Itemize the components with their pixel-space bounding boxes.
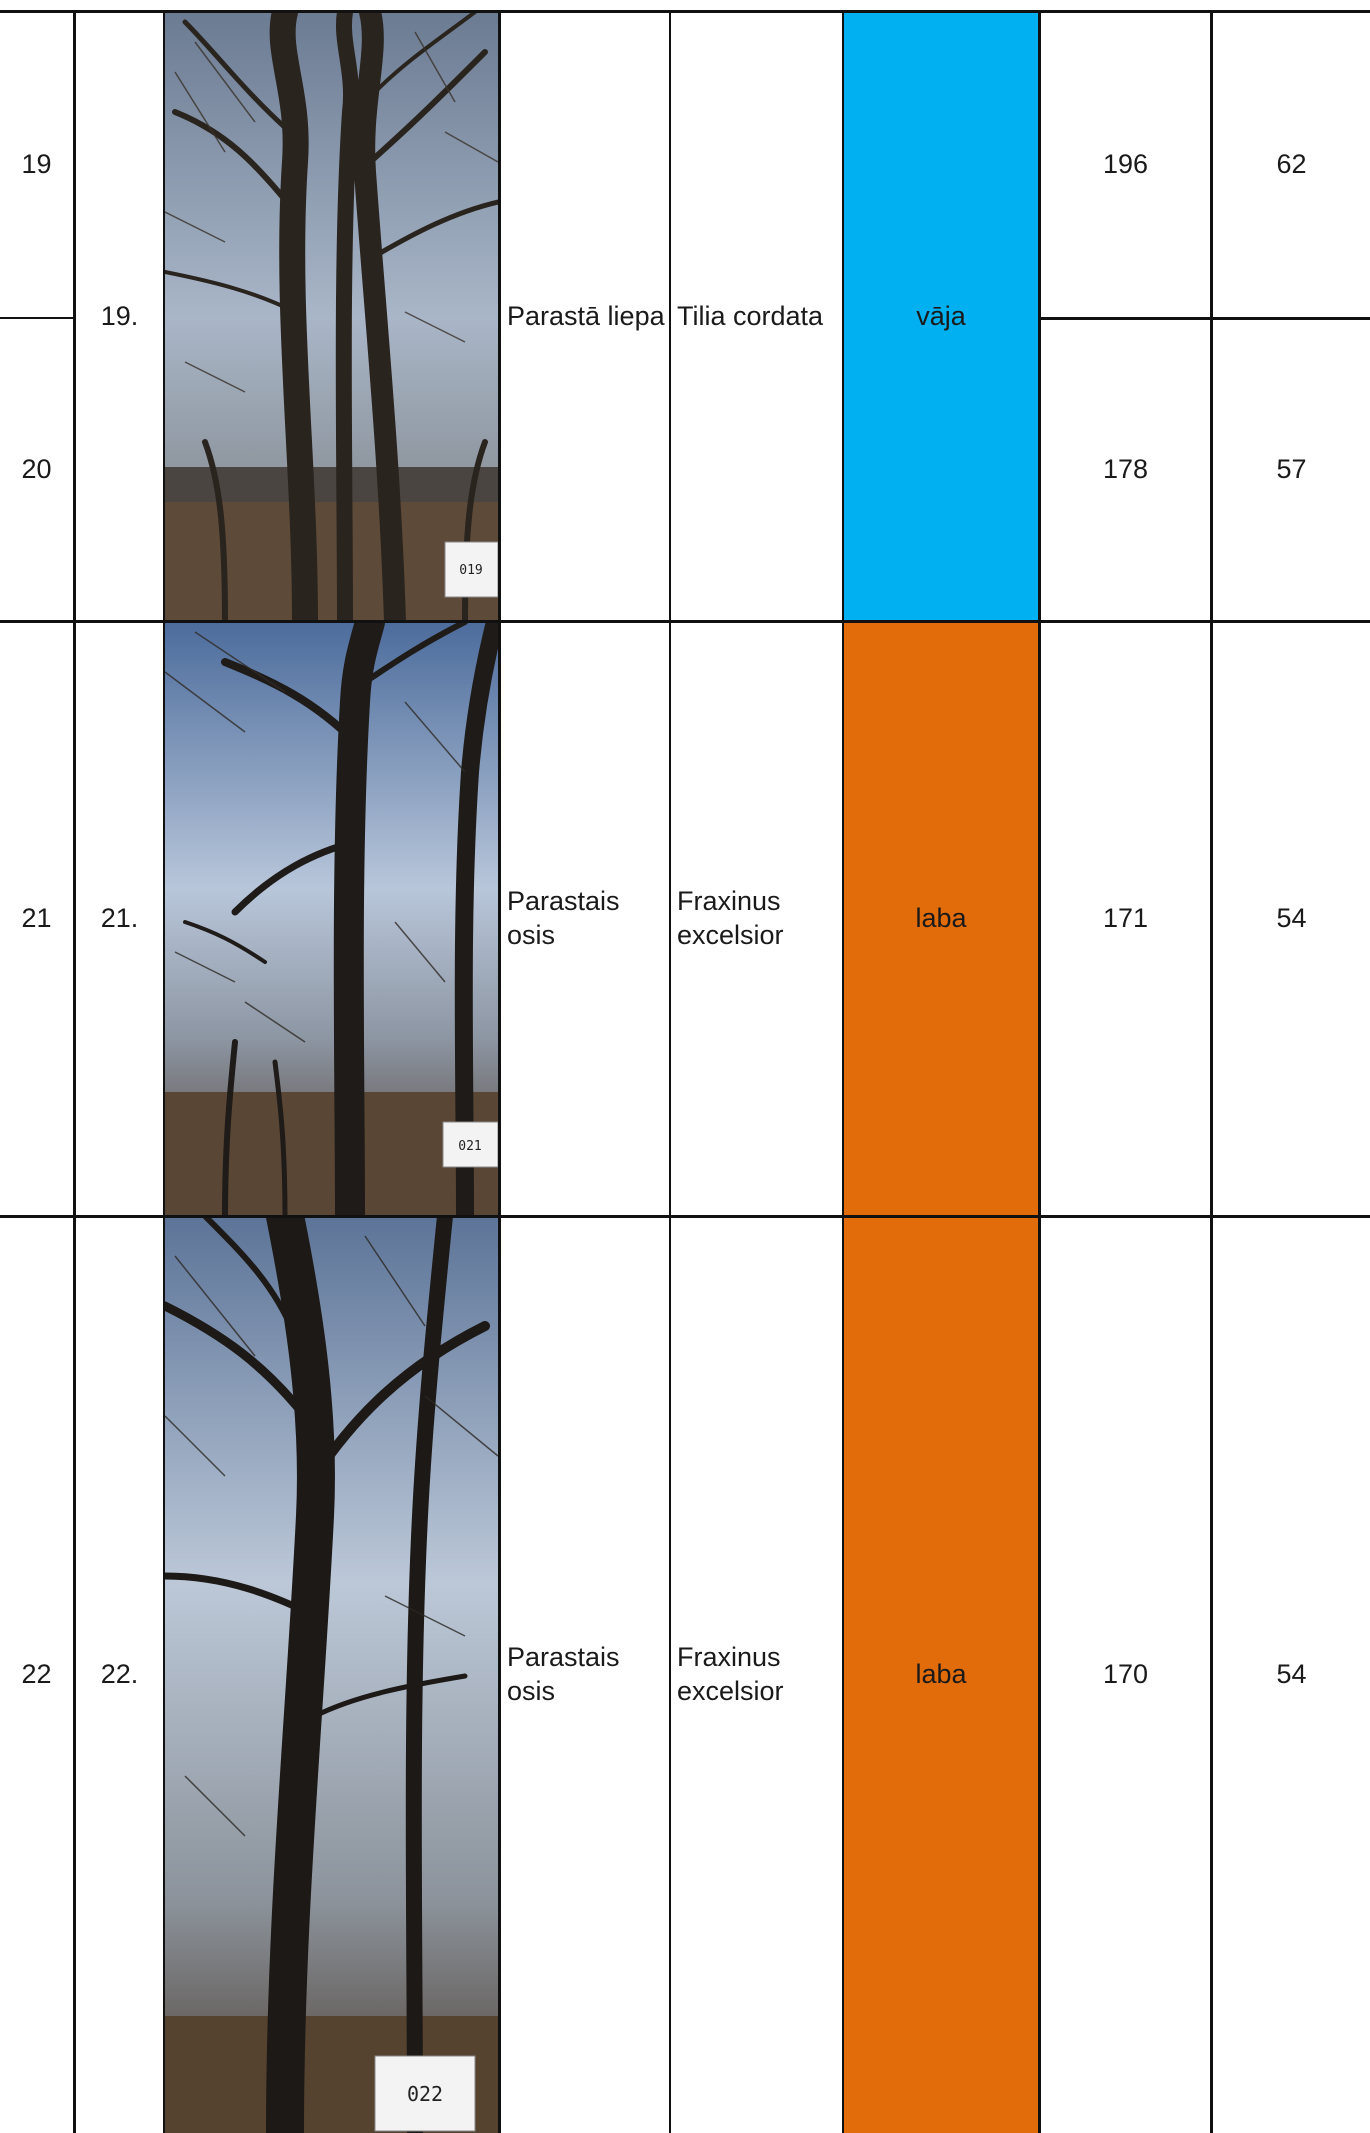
value1-21: 171 (1102, 903, 1149, 934)
species-name-lat-19: Tilia cordata (677, 301, 824, 332)
tree-photo-22: 022 (165, 1216, 498, 2133)
status-cell-vaja-bg (843, 12, 1039, 622)
photo-tag-21: 021 (458, 1139, 481, 1154)
photo-tag-22: 022 (407, 2082, 443, 2106)
grid-hline-20-21 (0, 620, 1370, 623)
grid-vline-2 (498, 12, 501, 2133)
grid-vline-6 (1210, 12, 1213, 2133)
grid-vline-1 (163, 12, 165, 2133)
row-id-21: 21 (21, 903, 52, 934)
grid-hline-row19-a (0, 317, 73, 319)
grid-vline-4 (842, 12, 844, 2133)
grid-vline-0 (73, 12, 76, 2133)
grid-hline-row19-b (1038, 317, 1370, 320)
condition-22: laba (915, 1658, 967, 1689)
species-name-lv-19: Parastā liepa (507, 301, 665, 332)
species-name-lv-21: Parastais osis (507, 886, 620, 950)
tree-photo-21: 021 (165, 622, 498, 1216)
tree-photo-19: 019 (165, 12, 498, 622)
status-cell-laba-1-bg (843, 622, 1039, 1216)
species-name-lat-21: Fraxinus excelsior (677, 886, 784, 950)
photo-tag-19: 019 (459, 563, 482, 578)
value1-19: 196 (1102, 148, 1149, 179)
tree-number-22: 22. (100, 1658, 139, 1689)
species-name-lv-22: Parastais osis (507, 1641, 620, 1706)
condition-21: laba (915, 903, 967, 934)
value1-22: 170 (1102, 1658, 1149, 1689)
grid-hline-top (0, 10, 1370, 13)
grid-vline-3 (669, 12, 671, 2133)
condition-19: vāja (916, 301, 966, 332)
value2-22: 54 (1276, 1658, 1307, 1689)
row-id-19: 19 (21, 148, 52, 179)
value1-20: 178 (1102, 454, 1149, 485)
tree-number-19: 19. (100, 301, 139, 332)
tree-number-21: 21. (100, 903, 139, 934)
value2-19: 62 (1276, 148, 1307, 179)
species-name-lat-22: Fraxinus excelsior (677, 1641, 784, 1706)
status-cell-laba-2-bg (843, 1216, 1039, 2133)
row-id-20: 20 (21, 454, 52, 485)
grid-vline-5 (1038, 12, 1041, 2133)
value2-20: 57 (1276, 454, 1307, 485)
grid-hline-21-22 (0, 1215, 1370, 1218)
value2-21: 54 (1276, 903, 1307, 934)
row-id-22: 22 (21, 1658, 52, 1689)
